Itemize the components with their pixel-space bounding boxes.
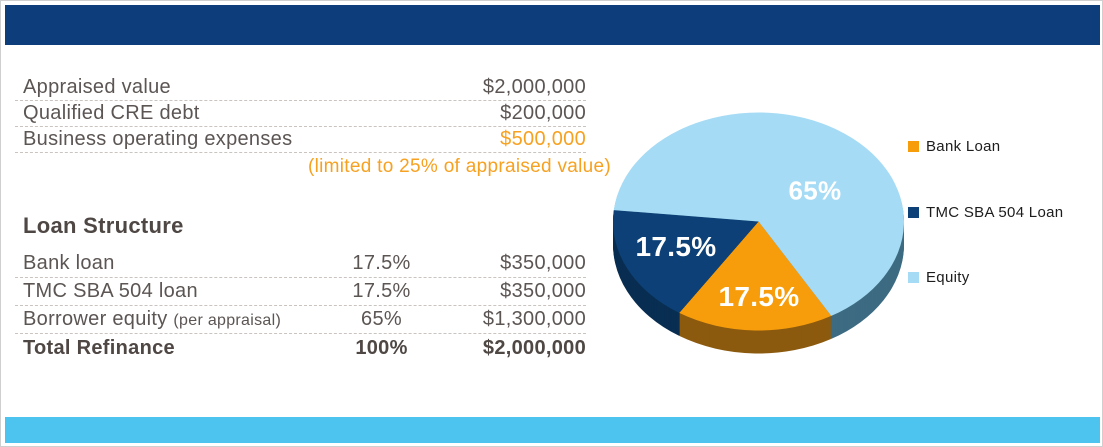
summary-table: Appraised value $2,000,000 Qualified CRE… bbox=[15, 75, 586, 153]
loan-structure-heading: Loan Structure bbox=[23, 213, 184, 238]
loan-structure-table: Bank loan 17.5% $350,000 TMC SBA 504 loa… bbox=[15, 250, 586, 362]
row-value: $1,300,000 bbox=[482, 308, 586, 330]
legend-label: Bank Loan bbox=[926, 138, 1001, 155]
row-value: $2,000,000 bbox=[482, 336, 586, 359]
row-label-main: Borrower equity bbox=[23, 308, 168, 330]
row-percent: 65% bbox=[361, 308, 402, 330]
table-row-total: Total Refinance 100% $2,000,000 bbox=[15, 334, 586, 362]
legend-label: TMC SBA 504 Loan bbox=[926, 204, 1064, 221]
table-row: Borrower equity (per appraisal) 65% $1,3… bbox=[15, 306, 586, 334]
row-percent: 17.5% bbox=[352, 252, 411, 274]
row-label: TMC SBA 504 loan bbox=[23, 280, 198, 302]
header-bar bbox=[5, 5, 1100, 45]
legend-item-tmc-sba-504-loan: TMC SBA 504 Loan bbox=[908, 204, 1063, 221]
legend-item-equity: Equity bbox=[908, 269, 970, 286]
legend-label: Equity bbox=[926, 269, 970, 286]
legend-swatch-tmc-sba-504-loan bbox=[908, 207, 919, 218]
row-label: Bank loan bbox=[23, 252, 115, 274]
row-value: $2,000,000 bbox=[482, 76, 586, 98]
table-row: Appraised value $2,000,000 bbox=[15, 75, 586, 101]
row-label: Borrower equity (per appraisal) bbox=[23, 308, 329, 331]
table-row: TMC SBA 504 loan 17.5% $350,000 bbox=[15, 278, 586, 306]
table-row: Business operating expenses $500,000 bbox=[15, 127, 586, 153]
row-value: $200,000 bbox=[500, 102, 586, 124]
row-label: Qualified CRE debt bbox=[23, 102, 200, 124]
pie-chart: 65% 17.5% 17.5% bbox=[586, 81, 936, 371]
pie-slice-tmc-sba-504-loan bbox=[613, 210, 759, 313]
table-row: Bank loan 17.5% $350,000 bbox=[15, 250, 586, 278]
legend-swatch-equity bbox=[908, 272, 919, 283]
pie-label-equity: 65% bbox=[788, 175, 842, 206]
pie-slice-equity bbox=[613, 112, 904, 316]
row-label-suffix: (per appraisal) bbox=[173, 312, 282, 329]
pie-slice-bank-loan bbox=[679, 221, 832, 331]
pie-label-tmc-sba-504-loan: 17.5% bbox=[635, 231, 717, 262]
pie-chart-svg bbox=[613, 112, 904, 354]
footer-bar bbox=[5, 417, 1100, 443]
row-label: Total Refinance bbox=[23, 336, 175, 359]
row-label: Business operating expenses bbox=[23, 128, 293, 150]
row-value: $350,000 bbox=[500, 280, 586, 302]
pie-label-bank-loan: 17.5% bbox=[718, 281, 800, 312]
row-percent: 100% bbox=[355, 336, 408, 359]
row-value: $500,000 bbox=[500, 128, 586, 150]
row-label: Appraised value bbox=[23, 76, 171, 98]
legend-swatch-bank-loan bbox=[908, 141, 919, 152]
legend-item-bank-loan: Bank Loan bbox=[908, 138, 1000, 155]
row-value: $350,000 bbox=[500, 252, 586, 274]
table-row: Qualified CRE debt $200,000 bbox=[15, 101, 586, 127]
row-percent: 17.5% bbox=[352, 280, 411, 302]
appraisal-limit-note: (limited to 25% of appraised value) bbox=[307, 156, 611, 177]
